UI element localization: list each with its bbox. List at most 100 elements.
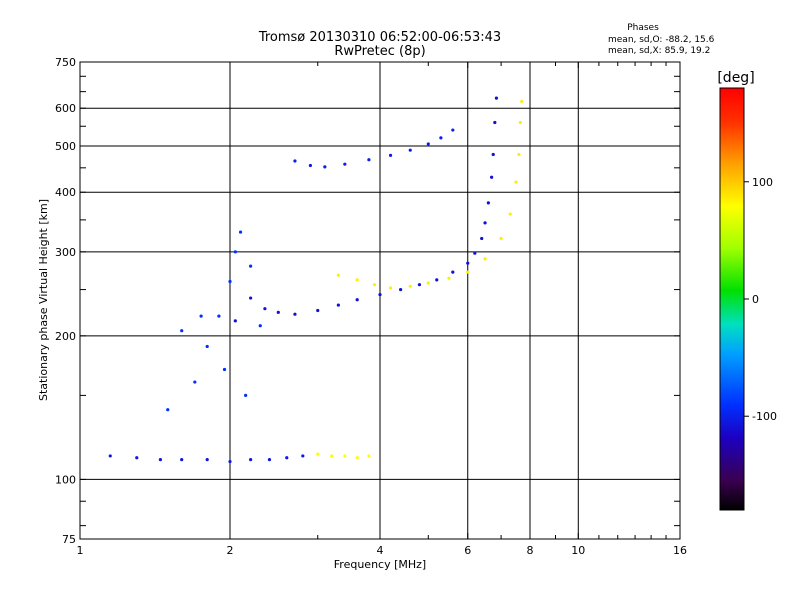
data-point	[108, 454, 112, 458]
data-point	[249, 264, 253, 268]
data-point	[451, 128, 455, 132]
data-point	[217, 314, 221, 318]
data-point	[483, 257, 487, 261]
y-tick-label: 100	[55, 473, 76, 486]
y-axis-label: Stationary phase Virtual Height [km]	[37, 199, 50, 401]
data-point	[520, 99, 524, 104]
data-point	[480, 236, 484, 241]
data-point	[451, 270, 455, 274]
phase-x-stats: mean, sd,X: 85.9, 19.2	[608, 46, 710, 56]
data-point	[233, 319, 237, 323]
phase-heading: Phases	[627, 23, 659, 33]
data-point	[491, 152, 495, 157]
data-point	[267, 458, 272, 462]
data-point	[166, 408, 170, 412]
data-point	[276, 310, 280, 314]
data-point	[158, 458, 163, 462]
phase-o-stats: mean, sd,O: -88.2, 15.6	[608, 35, 715, 45]
data-point	[408, 284, 412, 288]
data-point	[238, 230, 243, 234]
data-point	[355, 456, 359, 460]
data-point	[205, 344, 209, 349]
data-point	[301, 454, 305, 458]
y-tick-label: 400	[55, 186, 76, 199]
data-point	[388, 286, 393, 290]
data-point	[285, 456, 289, 460]
x-tick-label: 2	[227, 544, 234, 557]
y-tick-label: 500	[55, 140, 76, 153]
data-point	[258, 324, 262, 328]
data-point	[517, 152, 521, 157]
data-point	[249, 296, 253, 300]
data-point	[343, 454, 347, 458]
data-point	[483, 221, 487, 225]
axis-ticks: 1 2 4 6 8 10 16 75 100 200 300 400 500 600 750	[55, 56, 687, 557]
x-tick-label: 4	[377, 544, 384, 557]
data-point	[233, 250, 237, 254]
data-point	[447, 276, 451, 280]
y-tick-label: 200	[55, 330, 76, 343]
data-point	[372, 283, 377, 287]
data-point	[293, 312, 297, 316]
data-point	[399, 287, 403, 292]
data-point	[336, 273, 340, 277]
data-point	[473, 251, 477, 255]
data-point	[199, 314, 203, 318]
data-point	[355, 278, 359, 282]
data-point	[426, 142, 430, 146]
data-point	[494, 96, 499, 100]
data-point	[316, 308, 320, 313]
data-point	[263, 307, 267, 311]
data-point	[388, 153, 393, 157]
data-point	[180, 458, 184, 462]
data-point	[249, 458, 253, 462]
x-tick-label: 16	[673, 544, 687, 557]
data-points	[108, 96, 524, 464]
data-point	[417, 283, 422, 287]
grid	[80, 62, 680, 539]
data-point	[466, 270, 470, 274]
data-point	[343, 162, 347, 166]
x-tick-label: 1	[77, 544, 84, 557]
data-point	[244, 393, 248, 398]
chart-title: Tromsø 20130310 06:52:00-06:53:43	[258, 30, 501, 45]
data-point	[367, 454, 371, 458]
data-point	[493, 120, 497, 125]
data-point	[518, 120, 522, 125]
data-point	[228, 459, 232, 464]
y-tick-label: 75	[62, 533, 76, 546]
data-point	[435, 278, 439, 282]
data-point	[308, 163, 313, 168]
data-point	[508, 212, 512, 216]
data-point	[205, 458, 209, 462]
data-point	[367, 158, 371, 162]
colorbar-tick-label: 0	[752, 293, 759, 306]
data-point	[426, 281, 430, 285]
y-tick-label: 750	[55, 56, 76, 69]
data-point	[323, 165, 327, 169]
data-point	[514, 180, 518, 184]
y-tick-label: 300	[55, 246, 76, 259]
data-point	[193, 380, 197, 384]
x-tick-label: 10	[571, 544, 585, 557]
x-tick-label: 8	[527, 544, 534, 557]
data-point	[316, 452, 320, 456]
chart-subtitle: RwPretec (8p)	[334, 44, 425, 59]
data-point	[408, 148, 412, 152]
data-point	[330, 454, 334, 458]
data-point	[336, 303, 340, 307]
data-point	[135, 456, 139, 460]
colorbar-ticks: 100 0 -100	[744, 176, 777, 423]
data-point	[439, 136, 443, 140]
data-point	[490, 175, 494, 179]
data-point	[180, 329, 184, 333]
x-axis-label: Frequency [MHz]	[334, 558, 426, 571]
data-point	[293, 159, 297, 163]
colorbar-label: [deg]	[717, 70, 754, 86]
colorbar-tick-label: -100	[752, 410, 777, 423]
data-point	[378, 293, 382, 297]
data-point	[486, 201, 490, 205]
x-tick-label: 6	[464, 544, 471, 557]
y-tick-label: 600	[55, 102, 76, 115]
